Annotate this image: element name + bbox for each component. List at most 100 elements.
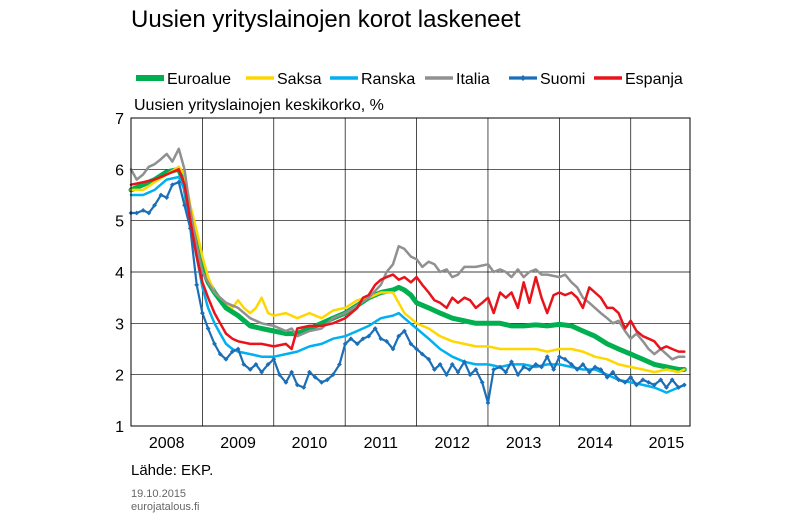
data-point [497,364,503,370]
data-point [396,333,402,339]
data-point [247,367,253,372]
data-point [544,354,550,360]
data-point [449,362,455,367]
data-point [437,362,443,367]
series-line-ranska [129,175,686,394]
data-point [176,179,182,185]
series-line-suomi [129,181,686,404]
data-point [556,354,562,360]
data-point [426,356,432,362]
data-point [539,364,544,370]
data-point [628,374,634,380]
data-point [378,336,384,342]
data-point [455,369,461,375]
data-point [354,341,360,347]
y-tick-label: 3 [115,316,124,333]
x-tick-label: 2008 [149,435,185,452]
x-tick-label: 2013 [506,435,542,452]
y-tick-label: 6 [115,162,124,179]
data-point [444,372,449,378]
chart-subtitle: Uusien yrityslainojen keskikorko, % [134,97,384,114]
data-point [580,362,586,367]
data-point [235,346,241,352]
data-point [467,372,473,378]
data-point [229,349,235,354]
source-note: Lähde: EKP. [131,462,214,479]
data-point [681,382,687,388]
data-point [294,382,300,388]
data-point [521,364,527,370]
data-point [289,369,295,375]
data-point [164,195,170,200]
y-tick-label: 5 [115,214,124,231]
x-axis: 2008 2009 2010 2011 2012 2013 2014 2015 [149,435,684,452]
plot-frame [130,117,691,427]
data-point [473,367,479,372]
data-point [515,372,521,378]
x-tick-label: 2015 [649,435,685,452]
data-point [640,377,646,383]
data-point [509,359,514,365]
data-point [574,367,580,372]
data-point [342,341,348,347]
data-point [646,379,651,385]
data-point [152,202,157,208]
data-point [384,338,389,344]
data-point [158,192,164,198]
data-point [277,372,282,378]
series-line-espanja [129,168,686,353]
data-point [526,367,532,372]
y-tick-label: 7 [115,111,124,128]
x-tick-label: 2010 [292,435,328,452]
data-point [485,400,491,406]
data-point [414,346,419,352]
data-point [312,374,318,380]
gridlines [131,118,690,426]
data-point [372,326,378,331]
data-point [622,379,628,385]
series-lines [128,147,687,406]
data-point [402,328,407,334]
data-point [408,341,414,347]
data-point [616,377,622,383]
legend-label-suomi: Suomi [540,71,585,88]
legend-label-italia: Italia [456,71,490,88]
data-point [337,362,342,367]
data-point [170,182,175,188]
data-point [598,367,604,372]
data-point [610,369,616,375]
data-point [182,202,187,208]
data-point [348,336,354,342]
data-point [664,385,669,390]
legend-label-ranska: Ranska [361,71,415,88]
data-point [212,341,217,347]
data-point [432,367,437,372]
data-point [634,382,639,388]
data-point [366,333,372,339]
data-point [265,362,271,367]
data-point [419,351,425,357]
data-point [551,367,557,372]
data-point [569,362,574,367]
x-tick-label: 2009 [220,435,256,452]
legend: Euroalue Saksa Ranska Italia Suomi Espanja [136,71,683,88]
data-point [462,359,467,365]
x-tick-label: 2014 [577,435,613,452]
data-point [194,282,200,288]
x-tick-label: 2011 [364,435,399,452]
data-point [283,379,289,385]
data-point [241,362,247,367]
data-point [676,385,681,390]
data-point [205,326,211,331]
data-point [503,369,509,375]
data-point [134,210,140,216]
data-point [330,372,336,378]
legend-label-euroalue: Euroalue [167,71,231,88]
site-name: eurojatalous.fi [131,501,200,513]
x-tick-label: 2012 [434,435,470,452]
data-point [360,336,366,342]
legend-label-saksa: Saksa [277,71,322,88]
data-point [562,356,568,362]
data-point [586,369,592,375]
data-point [146,210,152,216]
